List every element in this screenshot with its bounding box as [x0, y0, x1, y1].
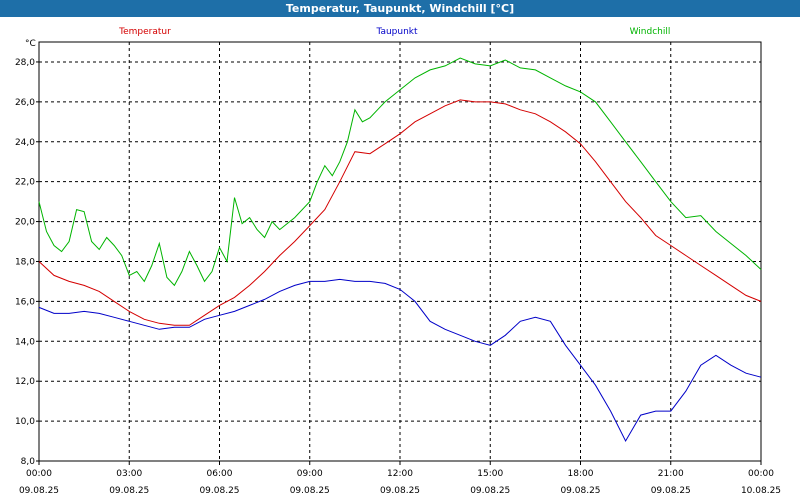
x-tick-date: 10.08.25 [741, 486, 781, 496]
y-axis: 8,0 10,0 12,0 14,0 16,0 18,0 20,0 22,0 24,0 26,0 2… [15, 58, 39, 467]
y-tick-label: 16,0 [15, 297, 35, 307]
legend-item-temperatur: Temperatur [118, 27, 171, 37]
chart-canvas: 8,0 10,0 12,0 14,0 16,0 18,0 20,0 22,0 24,0 26,0 2… [15, 27, 781, 496]
series-line-temperatur [38, 99, 762, 326]
x-tick-time: 06:00 [207, 469, 233, 479]
x-tick-time: 00:00 [26, 469, 52, 479]
x-tick-time: 00:00 [748, 469, 774, 479]
series-line-taupunkt [38, 278, 762, 443]
x-tick-time: 12:00 [387, 469, 413, 479]
x-tick-date: 09.08.25 [380, 486, 420, 496]
legend: Temperatur Taupunkt Windchill [118, 27, 670, 37]
x-tick-date: 09.08.25 [109, 486, 149, 496]
y-tick-label: 18,0 [15, 257, 35, 267]
series-lines [38, 57, 762, 443]
legend-item-windchill: Windchill [630, 27, 671, 37]
y-tick-label: 26,0 [15, 98, 35, 108]
y-tick-label: 8,0 [21, 457, 36, 467]
x-tick-date: 09.08.25 [560, 486, 600, 496]
x-tick-time: 18:00 [568, 469, 594, 479]
y-tick-label: 28,0 [15, 58, 35, 68]
y-unit-label: °C [25, 39, 36, 49]
y-tick-label: 12,0 [15, 377, 35, 387]
y-tick-label: 20,0 [15, 218, 35, 228]
series-line-windchill [38, 57, 762, 287]
x-tick-date: 09.08.25 [19, 486, 59, 496]
x-tick-time: 15:00 [477, 469, 503, 479]
y-tick-label: 22,0 [15, 178, 35, 188]
x-tick-time: 21:00 [658, 469, 684, 479]
y-tick-label: 14,0 [15, 337, 35, 347]
grid [38, 42, 762, 462]
x-tick-date: 09.08.25 [470, 486, 510, 496]
x-tick-date: 09.08.25 [199, 486, 239, 496]
x-tick-date: 09.08.25 [290, 486, 330, 496]
chart-title: Temperatur, Taupunkt, Windchill [°C] [0, 0, 800, 17]
x-tick-time: 03:00 [116, 469, 142, 479]
x-axis: 00:00 09.08.25 03:00 09.08.25 06:00 09.08.25 0… [19, 461, 781, 496]
x-tick-date: 09.08.25 [651, 486, 691, 496]
legend-item-taupunkt: Taupunkt [375, 27, 418, 37]
x-tick-time: 09:00 [297, 469, 323, 479]
y-tick-label: 10,0 [15, 417, 35, 427]
y-tick-label: 24,0 [15, 138, 35, 148]
